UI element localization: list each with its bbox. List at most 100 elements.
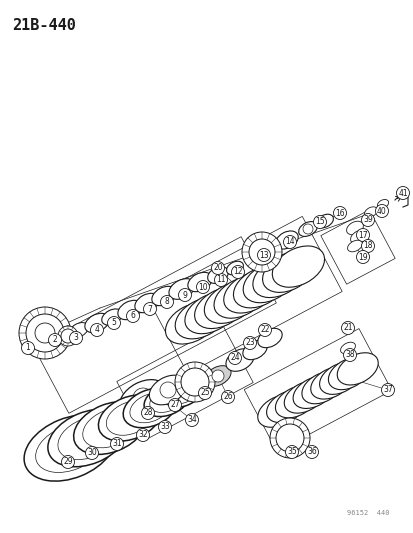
Circle shape <box>361 214 374 227</box>
Text: 17: 17 <box>357 230 367 239</box>
Ellipse shape <box>144 383 190 417</box>
Circle shape <box>380 384 394 397</box>
Ellipse shape <box>106 401 153 435</box>
Ellipse shape <box>24 415 116 481</box>
Ellipse shape <box>310 367 351 399</box>
Text: 29: 29 <box>63 457 73 466</box>
Ellipse shape <box>175 297 227 339</box>
Circle shape <box>61 329 75 343</box>
Ellipse shape <box>346 221 363 235</box>
Ellipse shape <box>223 272 275 313</box>
Circle shape <box>178 288 191 302</box>
Ellipse shape <box>152 286 176 305</box>
Circle shape <box>19 307 71 359</box>
Ellipse shape <box>233 266 285 308</box>
Circle shape <box>180 368 209 396</box>
Text: 32: 32 <box>138 431 147 440</box>
Text: 34: 34 <box>187 416 197 424</box>
Circle shape <box>21 342 34 354</box>
Ellipse shape <box>257 395 298 427</box>
Text: 36: 36 <box>306 448 316 456</box>
Circle shape <box>257 248 270 262</box>
Ellipse shape <box>350 230 367 244</box>
Circle shape <box>58 326 78 346</box>
Text: 39: 39 <box>362 215 372 224</box>
Circle shape <box>90 324 103 336</box>
Text: 37: 37 <box>382 385 392 394</box>
Circle shape <box>356 229 369 241</box>
Circle shape <box>361 239 374 253</box>
Text: 18: 18 <box>362 241 372 251</box>
Ellipse shape <box>292 376 333 408</box>
Circle shape <box>341 321 354 335</box>
Circle shape <box>333 206 346 220</box>
Circle shape <box>141 407 154 419</box>
Ellipse shape <box>207 266 228 284</box>
Ellipse shape <box>316 214 332 228</box>
Ellipse shape <box>85 313 109 333</box>
Circle shape <box>126 310 139 322</box>
Text: 9: 9 <box>182 290 187 300</box>
Ellipse shape <box>284 381 325 413</box>
Circle shape <box>62 456 74 469</box>
Circle shape <box>285 446 298 458</box>
Circle shape <box>26 314 64 352</box>
Text: 10: 10 <box>198 282 207 292</box>
Text: 19: 19 <box>357 253 367 262</box>
Text: 27: 27 <box>170 400 179 409</box>
Ellipse shape <box>74 401 146 455</box>
Circle shape <box>196 280 209 294</box>
Text: 24: 24 <box>230 353 239 362</box>
Ellipse shape <box>225 349 254 372</box>
Ellipse shape <box>214 277 266 318</box>
Circle shape <box>211 262 224 274</box>
Ellipse shape <box>118 300 142 320</box>
Ellipse shape <box>252 256 304 297</box>
Circle shape <box>375 205 387 217</box>
Ellipse shape <box>266 390 307 423</box>
Circle shape <box>269 418 309 458</box>
Ellipse shape <box>135 293 159 313</box>
Ellipse shape <box>319 362 360 394</box>
Ellipse shape <box>149 375 186 405</box>
Circle shape <box>211 370 223 382</box>
Text: 16: 16 <box>335 208 344 217</box>
Circle shape <box>158 421 171 433</box>
Ellipse shape <box>347 240 361 252</box>
Ellipse shape <box>150 387 184 413</box>
Circle shape <box>85 447 98 459</box>
Text: 28: 28 <box>143 408 152 417</box>
Text: 21: 21 <box>342 324 352 333</box>
Circle shape <box>305 446 318 458</box>
Text: 21B-440: 21B-440 <box>12 18 76 33</box>
Text: 41: 41 <box>397 189 407 198</box>
Ellipse shape <box>298 222 317 237</box>
Circle shape <box>396 187 408 199</box>
Ellipse shape <box>165 303 217 344</box>
Circle shape <box>198 386 211 400</box>
Ellipse shape <box>52 329 68 343</box>
Circle shape <box>302 224 312 234</box>
Ellipse shape <box>98 395 161 441</box>
Ellipse shape <box>275 386 316 418</box>
Ellipse shape <box>168 382 197 403</box>
Ellipse shape <box>204 366 230 386</box>
Text: 13: 13 <box>259 251 268 260</box>
Ellipse shape <box>272 246 324 287</box>
Circle shape <box>275 424 303 452</box>
Ellipse shape <box>242 262 295 303</box>
Text: 12: 12 <box>233 268 242 277</box>
Circle shape <box>159 382 176 398</box>
Text: 2: 2 <box>52 335 57 344</box>
Circle shape <box>343 349 356 361</box>
Ellipse shape <box>36 424 104 472</box>
Ellipse shape <box>69 322 88 337</box>
Ellipse shape <box>130 393 170 423</box>
Ellipse shape <box>340 342 355 354</box>
Ellipse shape <box>194 287 246 328</box>
Ellipse shape <box>204 282 256 324</box>
Circle shape <box>214 273 227 287</box>
Circle shape <box>248 239 274 265</box>
Text: 20: 20 <box>213 263 222 272</box>
Text: 4: 4 <box>94 326 99 335</box>
